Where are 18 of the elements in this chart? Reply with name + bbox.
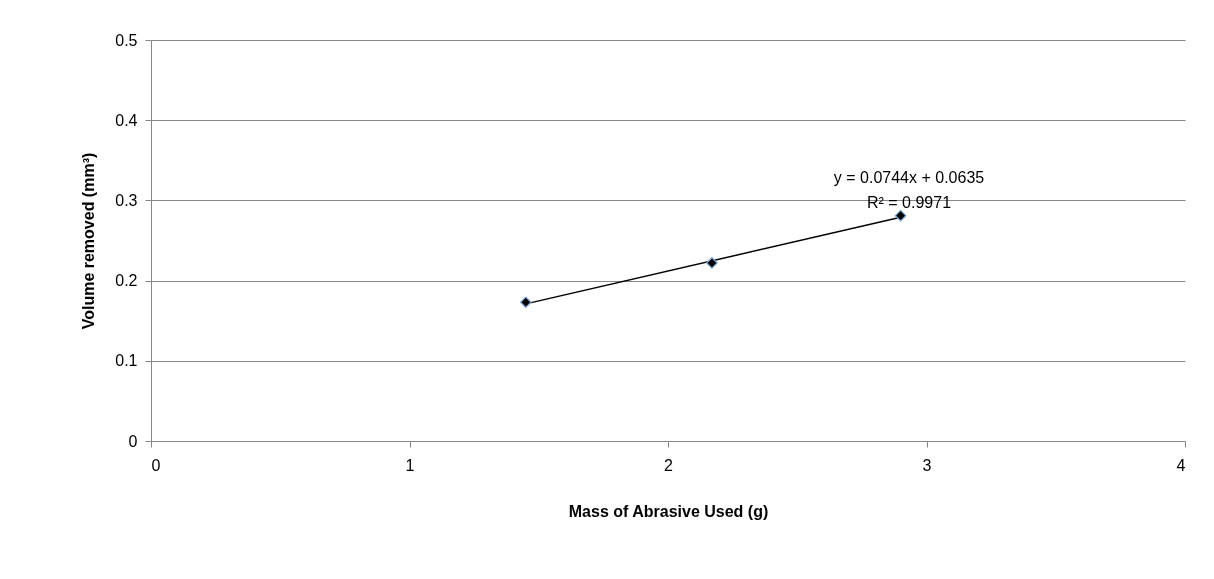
x-tick-label: 2 [664, 456, 674, 474]
y-tick-label: 0.4 [115, 111, 138, 129]
x-axis-title: Mass of Abrasive Used (g) [568, 502, 769, 520]
annotation: y = 0.0744x + 0.0635 [833, 169, 985, 186]
x-tick-label: 0 [151, 456, 161, 474]
x-tick-label: 1 [405, 456, 415, 474]
x-tick-label: 3 [922, 456, 932, 474]
point [894, 209, 907, 222]
annotation: R² = 0.9971 [866, 194, 952, 211]
point [519, 296, 532, 309]
y-tick-label: 0.3 [115, 191, 138, 209]
y-tick-label: 0 [128, 432, 138, 450]
point [706, 257, 718, 269]
y-tick-label: 0.5 [115, 31, 138, 49]
y-axis-title: Volume removed (mm³) [80, 152, 98, 330]
y-tick-label: 0.1 [115, 352, 138, 370]
y-tick-label: 0.2 [115, 272, 138, 290]
x-tick-label: 4 [1176, 456, 1186, 474]
